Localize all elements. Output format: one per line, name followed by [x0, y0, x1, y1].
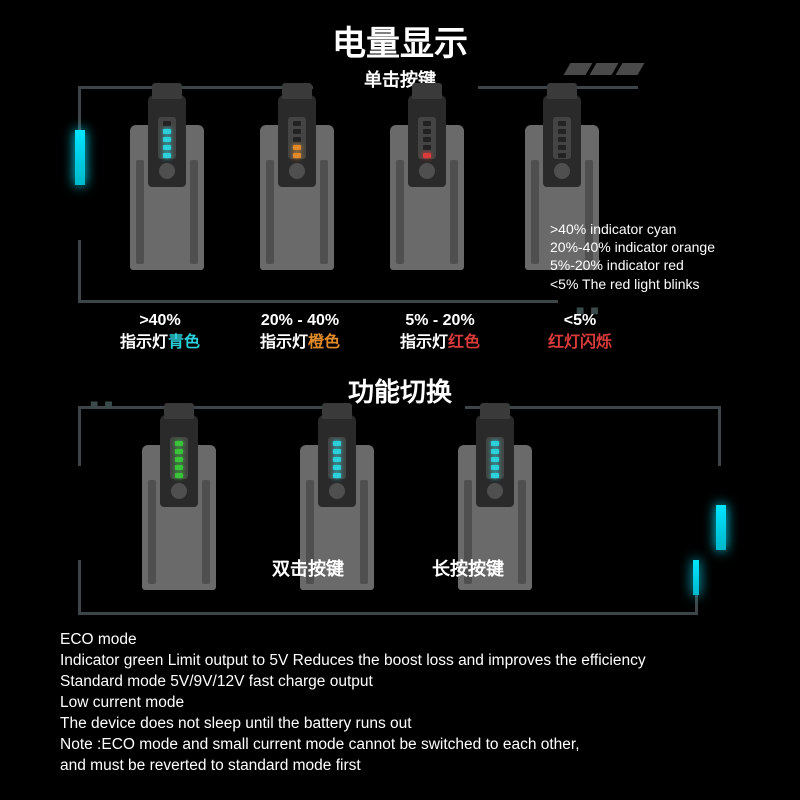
battery-label: >40%指示灯青色 [90, 310, 230, 355]
cyan-accent-bar [716, 505, 726, 550]
label-double-click: 双击按键 [272, 555, 344, 581]
section1-title: 电量显示 [332, 16, 468, 65]
led-strip [163, 121, 171, 161]
bracket [78, 560, 81, 615]
battery-red [390, 95, 464, 270]
battery-row-2: 双击按键 长按按键 [0, 415, 800, 635]
battery-label: 20% - 40%指示灯橙色 [230, 310, 370, 355]
bracket [78, 406, 333, 409]
section2-title: 功能切换 [348, 372, 452, 409]
battery-orange [260, 95, 334, 270]
battery-label: <5%红灯闪烁 [510, 310, 650, 355]
decorative-dots: ■ ■ [90, 396, 114, 412]
battery-label: 5% - 20%指示灯红色 [370, 310, 510, 355]
bracket [78, 300, 558, 303]
legend-english: >40% indicator cyan 20%-40% indicator or… [550, 220, 715, 293]
bracket [78, 612, 698, 615]
cyan-accent-bar [693, 560, 699, 595]
battery-green [142, 415, 216, 590]
eco-description: ECO modeIndicator green Limit output to … [60, 630, 646, 776]
battery-cyan [130, 95, 204, 270]
decorative-slashes [567, 62, 645, 80]
labels-row-1: >40%指示灯青色20% - 40%指示灯橙色5% - 20%指示灯红色<5%红… [90, 310, 730, 355]
label-long-press: 长按按键 [432, 555, 504, 581]
